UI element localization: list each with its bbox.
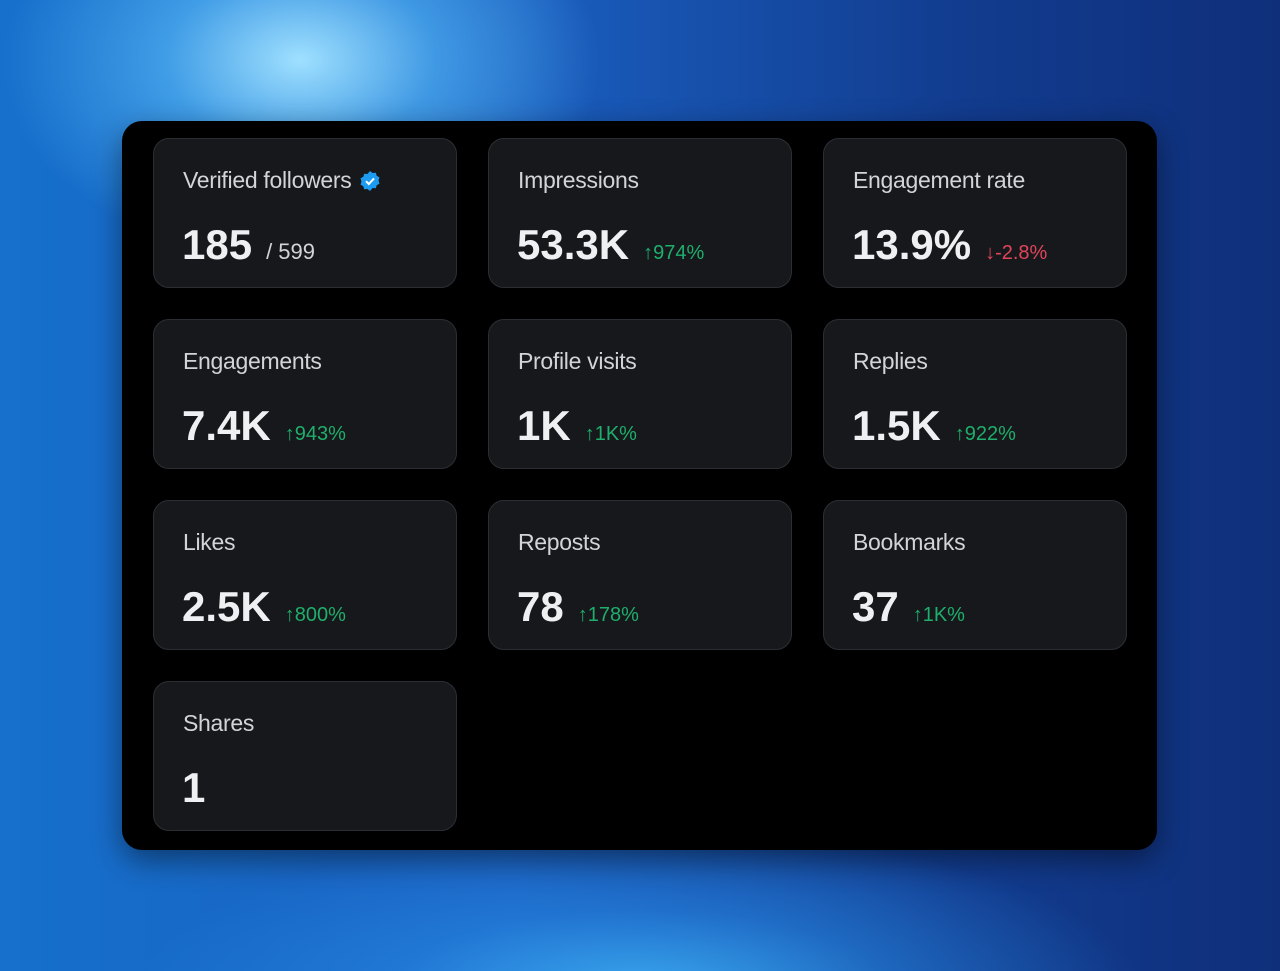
metric-change-value: 1K% bbox=[594, 423, 637, 445]
metric-value-row: 7.4K ↑943% bbox=[182, 402, 346, 450]
metric-label: Shares bbox=[183, 710, 254, 737]
metric-value: 53.3K bbox=[517, 221, 630, 268]
metric-label-text: Engagement rate bbox=[853, 167, 1025, 193]
metric-value: 13.9% bbox=[852, 221, 972, 268]
metric-card-likes[interactable]: Likes 2.5K ↑800% bbox=[153, 500, 457, 650]
metric-card-engagement-rate[interactable]: Engagement rate 13.9% ↓-2.8% bbox=[823, 138, 1127, 288]
metric-card-reposts[interactable]: Reposts 78 ↑178% bbox=[488, 500, 792, 650]
metric-value-row: 13.9% ↓-2.8% bbox=[852, 221, 1047, 269]
metric-change-value: 922% bbox=[964, 423, 1016, 445]
metric-card-profile-visits[interactable]: Profile visits 1K ↑1K% bbox=[488, 319, 792, 469]
metric-label-text: Likes bbox=[183, 529, 236, 555]
metric-change-value: 178% bbox=[587, 604, 639, 626]
analytics-panel: Verified followers 185 / 599 Impressions 53.… bbox=[122, 121, 1157, 850]
metric-label: Engagement rate bbox=[853, 167, 1025, 194]
metric-card-impressions[interactable]: Impressions 53.3K ↑974% bbox=[488, 138, 792, 288]
arrow-up-icon: ↑ bbox=[954, 423, 965, 445]
metric-card-shares[interactable]: Shares 1 bbox=[153, 681, 457, 831]
arrow-up-icon: ↑ bbox=[643, 242, 654, 264]
metric-label-text: Bookmarks bbox=[853, 529, 966, 555]
metric-label-text: Verified followers bbox=[183, 167, 352, 193]
metric-value-row: 78 ↑178% bbox=[517, 583, 639, 631]
metric-change: ↑1K% bbox=[913, 604, 965, 627]
arrow-down-icon: ↓ bbox=[985, 242, 996, 264]
metric-value: 1K bbox=[517, 402, 571, 449]
metric-value: 7.4K bbox=[182, 402, 271, 449]
metric-change: ↓-2.8% bbox=[985, 242, 1047, 265]
metric-card-bookmarks[interactable]: Bookmarks 37 ↑1K% bbox=[823, 500, 1127, 650]
metric-value-row: 2.5K ↑800% bbox=[182, 583, 346, 631]
metric-change-value: -2.8% bbox=[995, 242, 1048, 264]
metric-label-text: Impressions bbox=[518, 167, 639, 193]
verified-badge-icon bbox=[359, 170, 381, 192]
metric-change: ↑943% bbox=[285, 423, 346, 446]
metric-change: ↑178% bbox=[578, 604, 639, 627]
metric-label-text: Profile visits bbox=[518, 348, 637, 374]
metric-value-row: 1.5K ↑922% bbox=[852, 402, 1016, 450]
metric-value-row: 1K ↑1K% bbox=[517, 402, 637, 450]
arrow-up-icon: ↑ bbox=[284, 604, 295, 626]
metric-value: 78 bbox=[517, 583, 564, 630]
metric-value-row: 37 ↑1K% bbox=[852, 583, 965, 631]
metric-change-value: 800% bbox=[294, 604, 346, 626]
metric-value: 185 bbox=[182, 221, 253, 268]
metric-change: ↑1K% bbox=[585, 423, 637, 446]
metric-change-value: 943% bbox=[294, 423, 346, 445]
arrow-up-icon: ↑ bbox=[284, 423, 295, 445]
metric-change-value: 1K% bbox=[922, 604, 965, 626]
metric-card-engagements[interactable]: Engagements 7.4K ↑943% bbox=[153, 319, 457, 469]
metric-change-value: 974% bbox=[653, 242, 705, 264]
metric-value-row: 53.3K ↑974% bbox=[517, 221, 704, 269]
metric-label: Likes bbox=[183, 529, 236, 556]
metric-label: Replies bbox=[853, 348, 928, 375]
metric-change: ↑974% bbox=[643, 242, 704, 265]
metric-value: 37 bbox=[852, 583, 899, 630]
metric-card-replies[interactable]: Replies 1.5K ↑922% bbox=[823, 319, 1127, 469]
metric-value-row: 185 / 599 bbox=[182, 221, 315, 269]
metric-value: 2.5K bbox=[182, 583, 271, 630]
metric-label-text: Reposts bbox=[518, 529, 601, 555]
metric-label-text: Shares bbox=[183, 710, 255, 736]
metric-value: 1.5K bbox=[852, 402, 941, 449]
metric-change: ↑800% bbox=[285, 604, 346, 627]
metric-change: ↑922% bbox=[955, 423, 1016, 446]
metric-label: Bookmarks bbox=[853, 529, 966, 556]
metric-total: / 599 bbox=[266, 239, 316, 264]
metric-label: Engagements bbox=[183, 348, 322, 375]
metric-value-row: 1 bbox=[182, 764, 205, 812]
metric-value: 1 bbox=[182, 764, 206, 811]
metric-label: Reposts bbox=[518, 529, 601, 556]
metric-card-verified-followers[interactable]: Verified followers 185 / 599 bbox=[153, 138, 457, 288]
arrow-up-icon: ↑ bbox=[577, 604, 588, 626]
metric-label-text: Engagements bbox=[183, 348, 322, 374]
arrow-up-icon: ↑ bbox=[584, 423, 595, 445]
metric-label: Verified followers bbox=[183, 167, 381, 194]
metric-label: Profile visits bbox=[518, 348, 637, 375]
metric-label: Impressions bbox=[518, 167, 639, 194]
metric-label-text: Replies bbox=[853, 348, 928, 374]
arrow-up-icon: ↑ bbox=[912, 604, 923, 626]
